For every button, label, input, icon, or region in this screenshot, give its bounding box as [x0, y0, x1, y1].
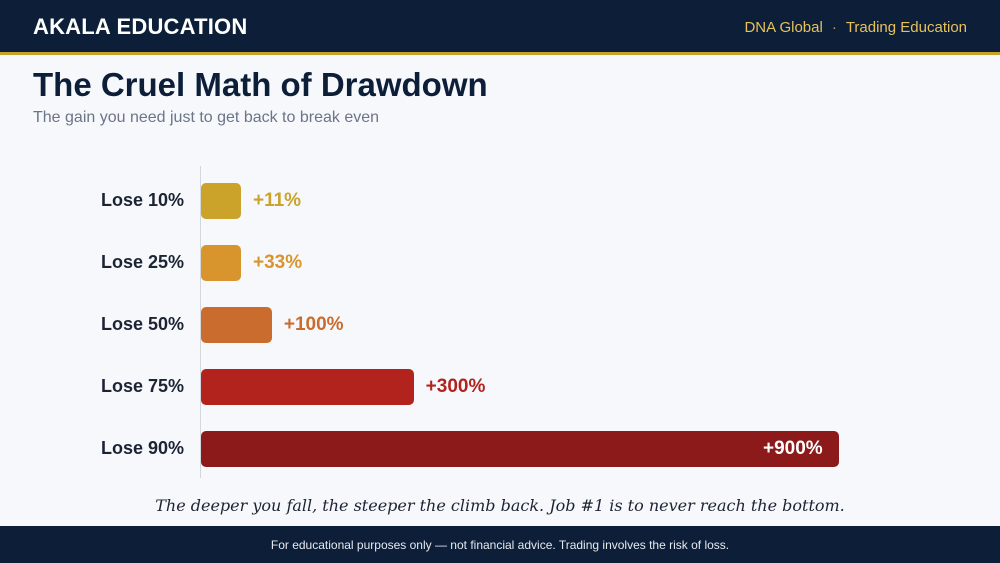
bar — [201, 307, 272, 343]
footer-disclaimer: For educational purposes only — not fina… — [270, 538, 730, 552]
bar — [201, 183, 241, 219]
bar-value-label: +11% — [253, 190, 302, 211]
chart-caption: The deeper you fall, the steeper the cli… — [155, 496, 845, 515]
bar-value-label: +100% — [283, 314, 344, 335]
chart-axis-line — [200, 166, 201, 478]
brand-logo-text[interactable]: AKALA EDUCATION — [33, 14, 248, 39]
category-label: Lose 75% — [100, 376, 184, 396]
bar — [201, 369, 414, 405]
category-label: Lose 50% — [100, 314, 184, 334]
header-separator: · — [831, 19, 837, 36]
category-label: Lose 25% — [100, 252, 184, 272]
drawdown-bar-chart: Lose 10% +11% Lose 25% +33% Lose 50% +100% Los… — [0, 160, 1000, 485]
bar — [201, 431, 839, 467]
header-bar: AKALA EDUCATION DNA Global · Trading Edu… — [0, 0, 1000, 55]
header-link-dna-global[interactable]: DNA Global — [744, 19, 823, 36]
bar-value-label: +900% — [763, 438, 823, 459]
category-label: Lose 10% — [100, 190, 184, 210]
bar — [201, 245, 241, 281]
page-subtitle: The gain you need just to get back to br… — [33, 109, 380, 126]
footer-bar: For educational purposes only — not fina… — [0, 526, 1000, 563]
category-label: Lose 90% — [100, 438, 184, 458]
header-links: DNA Global · Trading Education — [744, 19, 967, 36]
bar-value-label: +33% — [253, 252, 303, 273]
header-link-trading-education[interactable]: Trading Education — [845, 19, 967, 36]
bar-value-label: +300% — [425, 376, 486, 397]
page-title: The Cruel Math of Drawdown — [33, 66, 488, 103]
